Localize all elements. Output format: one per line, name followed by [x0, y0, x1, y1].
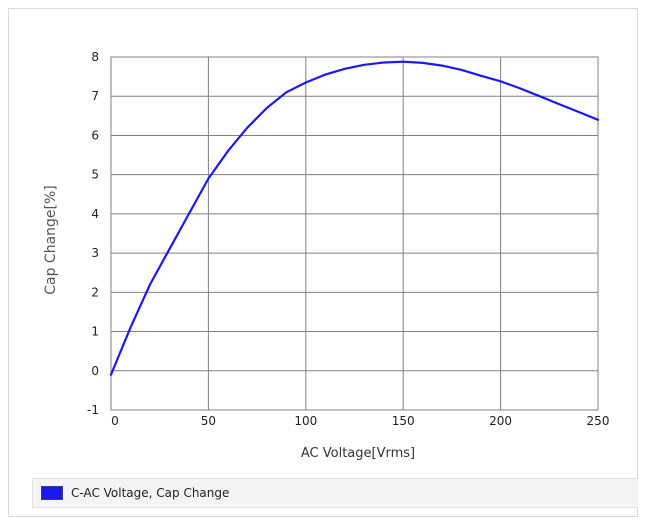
y-tick-label: 8: [91, 50, 99, 64]
series-line: [109, 60, 600, 376]
y-tick-label: 5: [91, 168, 99, 182]
legend-swatch: [41, 486, 63, 500]
tick-labels: 0 50 100 150 200 250 -1 0 1 2 3 4 5 6 7 8: [87, 50, 609, 428]
plot-area: [111, 57, 598, 410]
y-tick-label: 7: [91, 89, 99, 103]
y-tick-label: 1: [91, 325, 99, 339]
x-tick-label: 200: [489, 414, 512, 428]
y-tick-label: 0: [91, 364, 99, 378]
legend-label: C-AC Voltage, Cap Change: [71, 486, 230, 500]
x-tick-label: 250: [587, 414, 610, 428]
y-axis-label: Cap Change[%]: [43, 185, 59, 295]
y-tick-label: 3: [91, 246, 99, 260]
x-tick-label: 50: [201, 414, 216, 428]
series-layer: [109, 60, 600, 376]
y-tick-label: 4: [91, 207, 99, 221]
x-tick-label: 150: [392, 414, 415, 428]
x-axis-label: AC Voltage[Vrms]: [301, 446, 415, 461]
x-tick-label: 100: [294, 414, 317, 428]
y-tick-label: 6: [91, 128, 99, 142]
y-tick-label: -1: [87, 403, 99, 417]
plot-border: [110, 56, 599, 411]
x-tick-label: 0: [111, 414, 119, 428]
grid: [110, 56, 599, 411]
y-tick-label: 2: [91, 285, 99, 299]
legend: C-AC Voltage, Cap Change: [32, 478, 638, 508]
